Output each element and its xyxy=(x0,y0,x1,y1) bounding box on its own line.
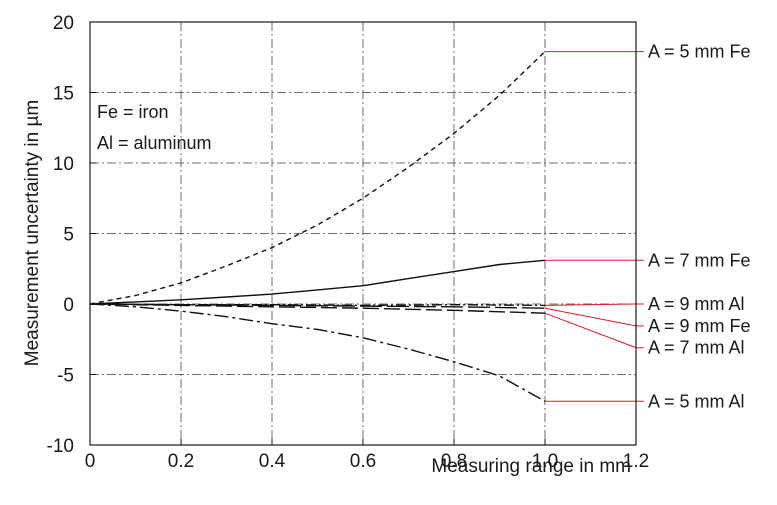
y-tick-label: -5 xyxy=(57,366,74,387)
series-line-a-5-mm-al xyxy=(89,303,546,402)
y-tick-label: 5 xyxy=(63,225,74,246)
callout-layer: A = 5 mm Fe A = 7 mm Fe A = 9 mm AlA = 9 m… xyxy=(544,42,751,411)
x-tick-label: 0.4 xyxy=(259,451,286,472)
callout-label-a-7-mm-al: A = 7 mm Al xyxy=(648,338,745,358)
series-layer xyxy=(89,51,546,402)
grid xyxy=(90,22,636,445)
x-axis-title: Measuring range in mm xyxy=(431,456,631,477)
x-tick-label: 1.0 xyxy=(532,451,558,472)
y-tick-label: 15 xyxy=(53,84,74,105)
x-tick-label: 0.2 xyxy=(168,451,194,472)
series-line-a-7-mm-fe xyxy=(89,259,546,305)
note-iron: Fe = iron xyxy=(97,102,169,122)
y-tick-label: 20 xyxy=(53,13,74,34)
y-tick-label: -10 xyxy=(47,436,74,457)
y-tick-label: 0 xyxy=(63,295,74,316)
series-line-a-5-mm-fe xyxy=(89,51,546,305)
y-axis-title: Measurement uncertainty in µm xyxy=(22,100,43,367)
y-tick-label: 10 xyxy=(53,154,74,175)
x-tick-label: 0 xyxy=(85,451,96,472)
note-aluminum: Al = aluminum xyxy=(97,133,212,153)
callout-label-a-5-mm-al: A = 5 mm Al xyxy=(648,391,745,411)
notes: Fe = iron Al = aluminum xyxy=(97,102,212,153)
series-line-a-7-mm-al xyxy=(89,303,546,314)
x-tick-label: 0.8 xyxy=(441,451,467,472)
callout-label-a-7-mm-fe: A = 7 mm Fe xyxy=(648,250,751,270)
x-tick-label: 1.2 xyxy=(623,451,649,472)
callout-label-a-9-mm-fe: A = 9 mm Fe xyxy=(648,316,751,336)
x-tick-label: 0.6 xyxy=(350,451,376,472)
tick-layer: 0 0.2 0.4 0.6 0.8 1.0 1.2 -10 -5 0 5 10 15 20 xyxy=(47,13,650,472)
callout-label-a-5-mm-fe: A = 5 mm Fe xyxy=(648,42,751,62)
callout-label-a-9-mm-al: A = 9 mm Al xyxy=(648,294,745,314)
